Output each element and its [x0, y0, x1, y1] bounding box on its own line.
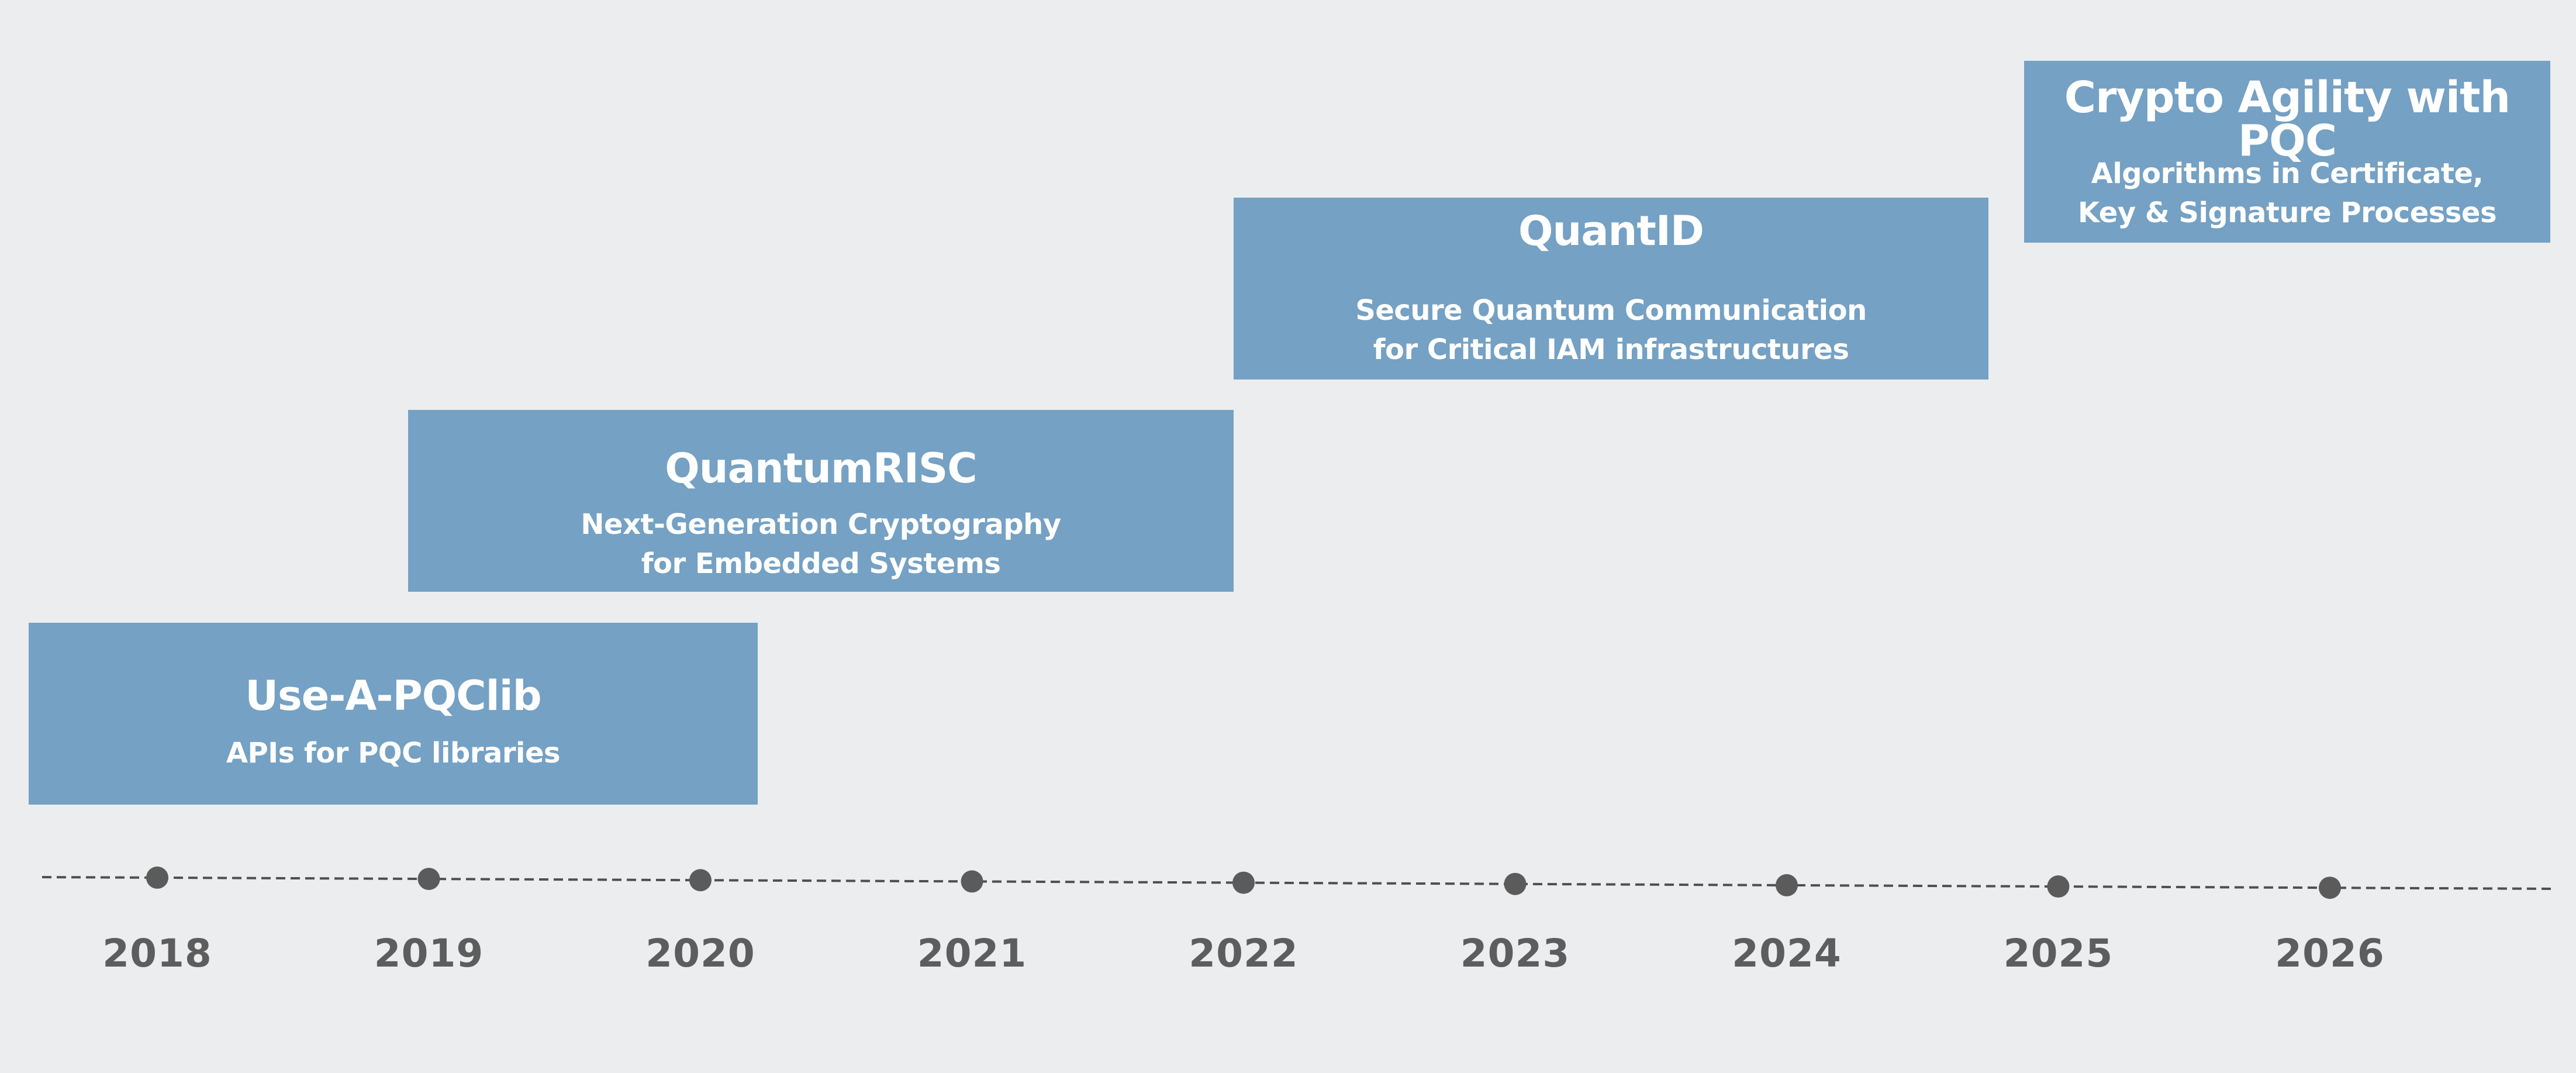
project-box-use-a-pqclib: Use-A-PQClib APIs for PQC libraries: [29, 623, 758, 805]
timeline-dots: [146, 866, 2341, 899]
timeline-dot-2019: [417, 868, 440, 891]
timeline-dot-2026: [2319, 877, 2341, 899]
timeline-dot-2022: [1232, 871, 1255, 894]
year-label-2025: 2025: [2003, 931, 2114, 976]
project-description-line: Next-Generation Cryptography: [581, 508, 1061, 541]
project-box-quantid: QuantID Secure Quantum Communication for…: [1234, 198, 1988, 379]
year-label-2019: 2019: [374, 931, 484, 976]
timeline-dot-2025: [2047, 875, 2070, 898]
project-description-line: Secure Quantum Communication: [1355, 294, 1867, 327]
year-label-2026: 2026: [2275, 931, 2385, 976]
project-description-line: for Embedded Systems: [641, 547, 1001, 580]
year-label-2024: 2024: [1732, 931, 1842, 976]
project-description-line: Algorithms in Certificate,: [2091, 157, 2484, 190]
project-title: Use-A-PQClib: [245, 672, 542, 720]
timeline-dot-2021: [961, 870, 983, 893]
project-title: QuantID: [1518, 207, 1704, 255]
timeline-dot-2018: [146, 866, 168, 889]
project-description: Next-Generation Cryptography for Embedde…: [408, 505, 1234, 584]
project-description-line: APIs for PQC libraries: [226, 737, 561, 770]
project-title: QuantumRISC: [665, 444, 977, 492]
year-label-2020: 2020: [645, 931, 755, 976]
project-description: Algorithms in Certificate, Key & Signatu…: [2024, 154, 2550, 233]
project-box-crypto-agility: Crypto Agility with PQC Algorithms in Ce…: [2024, 61, 2550, 243]
project-description-line: Key & Signature Processes: [2077, 196, 2497, 229]
timeline-dot-2020: [689, 869, 712, 892]
timeline-dot-2024: [1776, 874, 1798, 896]
year-label-2021: 2021: [917, 931, 1027, 976]
project-description-line: for Critical IAM infrastructures: [1373, 333, 1849, 366]
project-description: Secure Quantum Communication for Critica…: [1234, 291, 1988, 370]
timeline-axis-line: [42, 876, 2553, 890]
year-label-2018: 2018: [102, 931, 212, 976]
timeline-dot-2023: [1504, 872, 1527, 895]
project-box-quantumrisc: QuantumRISC Next-Generation Cryptography…: [408, 410, 1234, 592]
project-title: Crypto Agility with PQC: [2064, 73, 2511, 166]
project-description: APIs for PQC libraries: [29, 734, 758, 773]
year-label-2022: 2022: [1189, 931, 1299, 976]
year-label-2023: 2023: [1460, 931, 1570, 976]
